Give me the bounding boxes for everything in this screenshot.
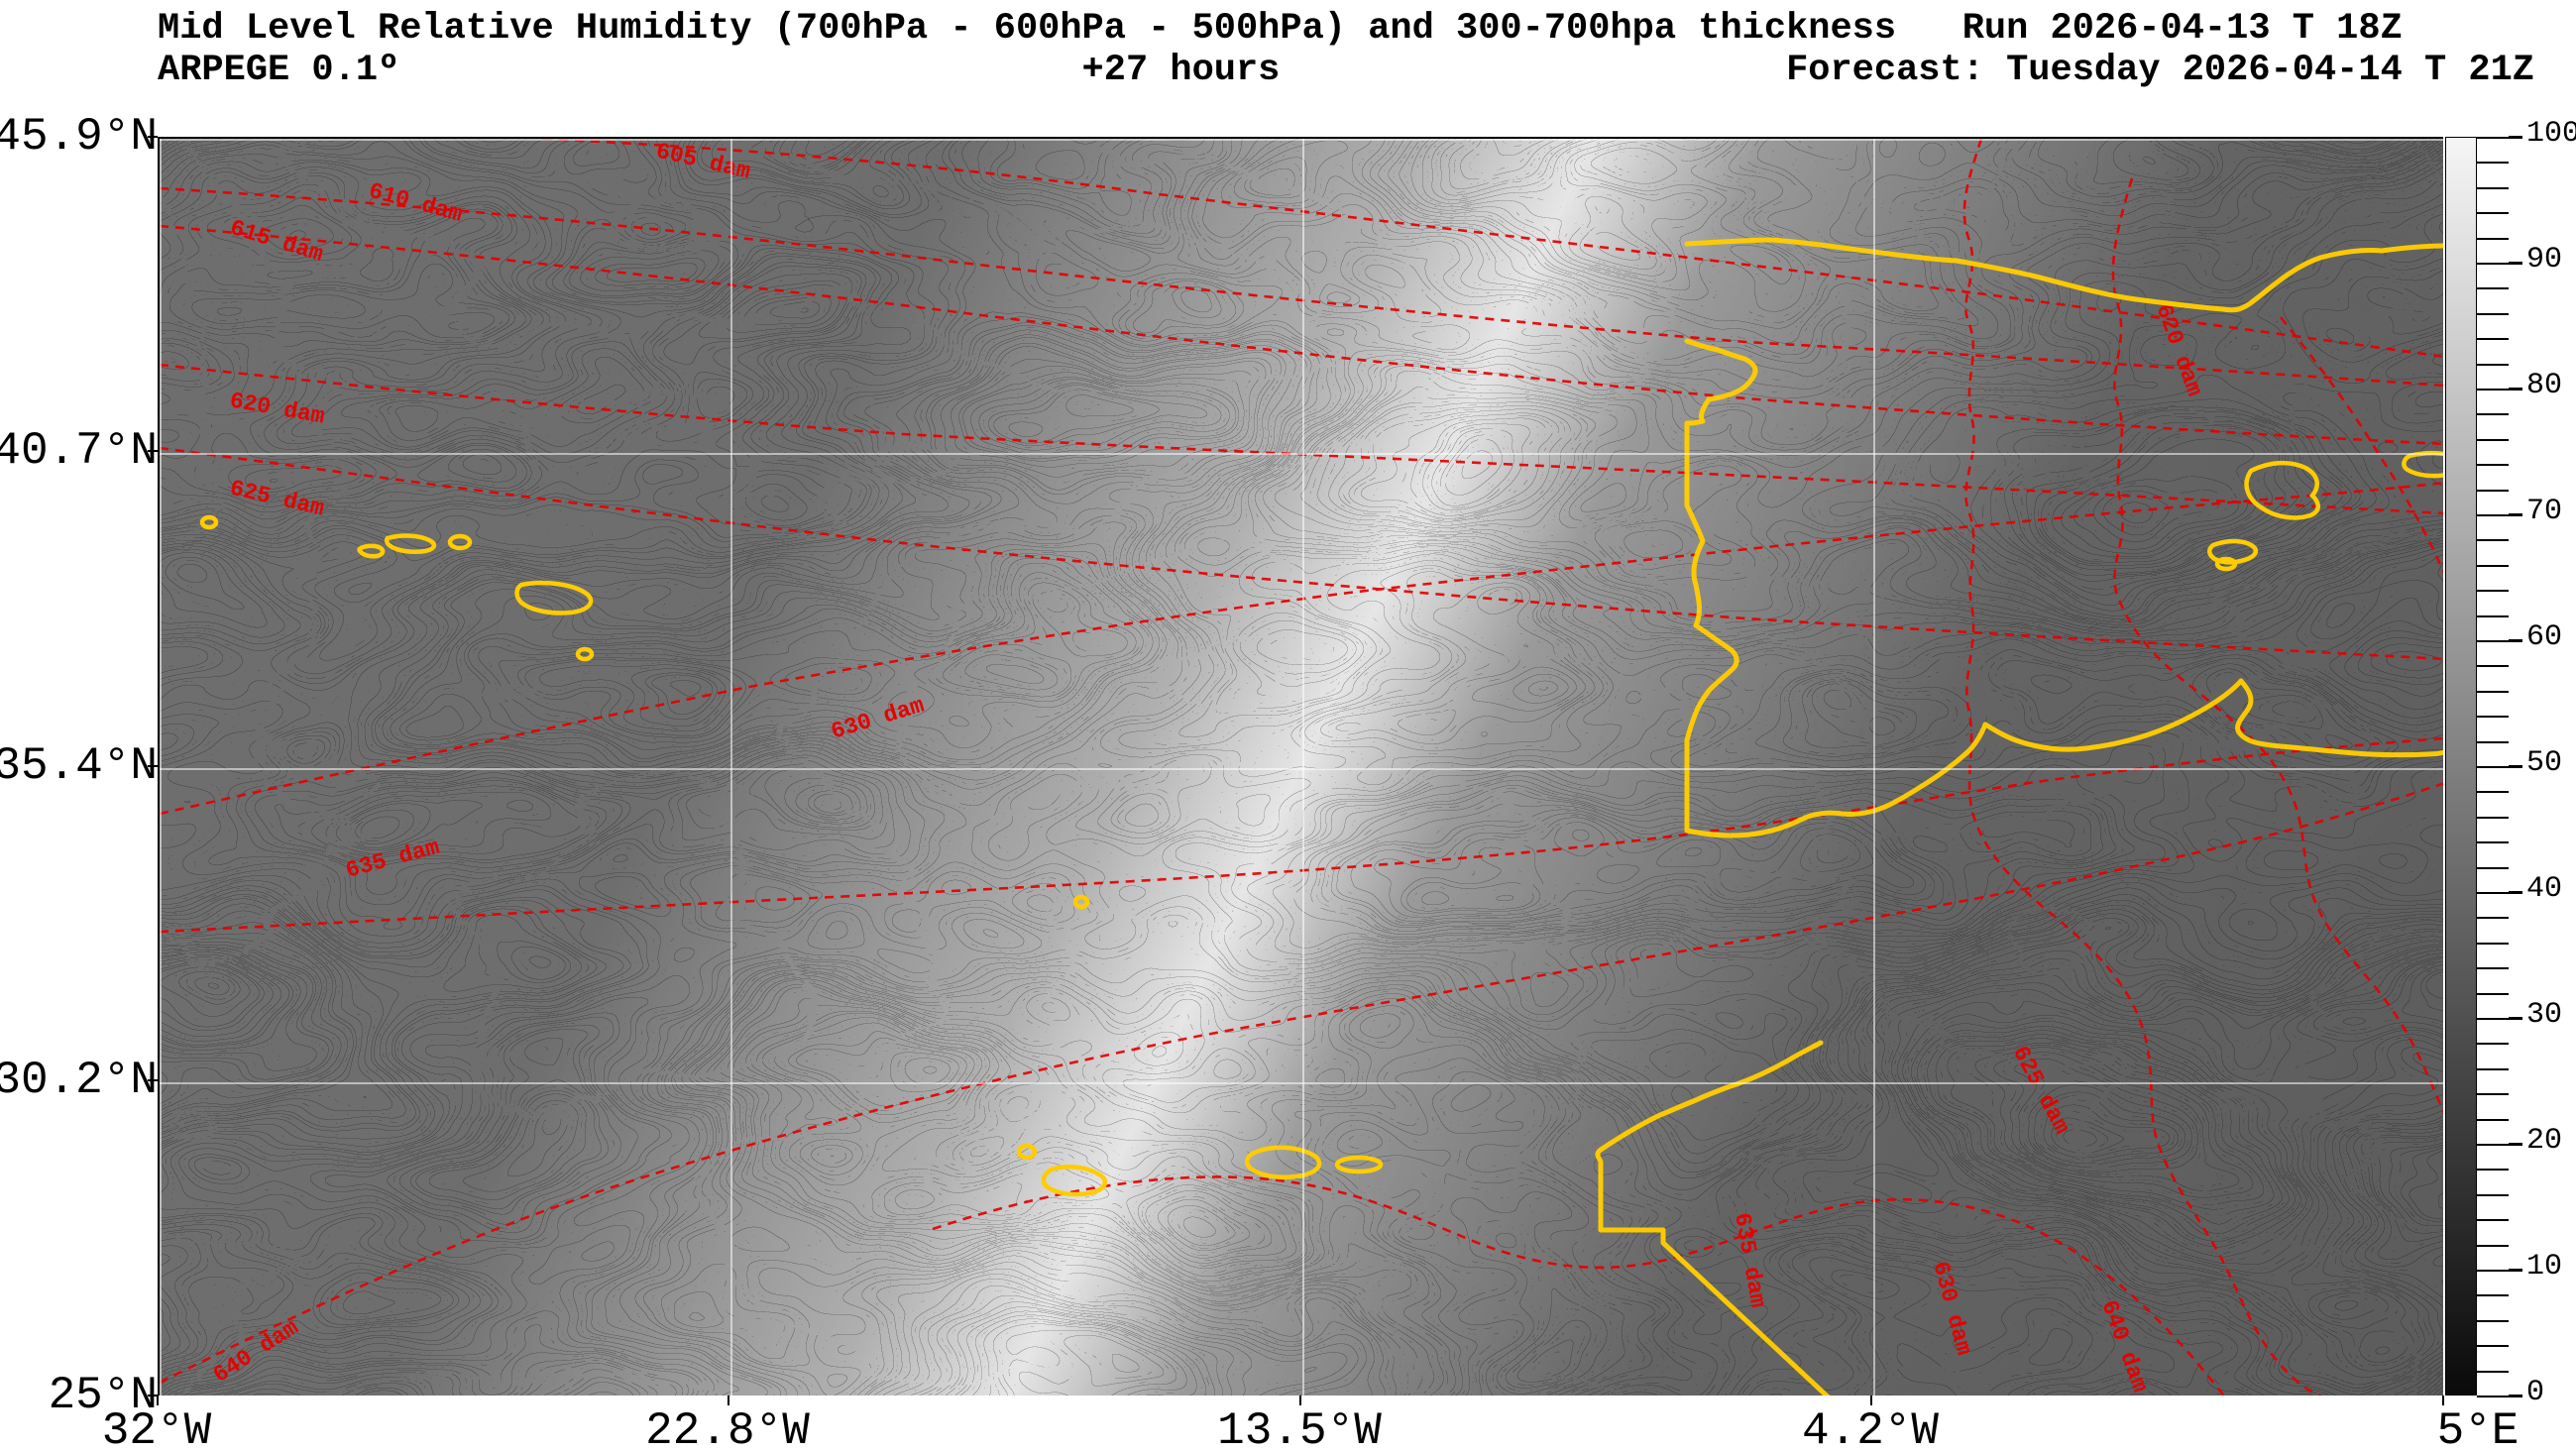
svg-text:625 dam: 625 dam [227,475,326,521]
svg-text:630 dam: 630 dam [1927,1259,1976,1358]
svg-text:615 dam: 615 dam [227,215,326,268]
svg-text:605 dam: 605 dam [653,139,752,185]
svg-text:635 dam: 635 dam [343,835,442,884]
svg-text:620 dam: 620 dam [2150,301,2206,400]
svg-text:635 dam: 635 dam [1729,1211,1770,1310]
svg-text:640 dam: 640 dam [2095,1297,2152,1396]
svg-text:630 dam: 630 dam [828,693,927,745]
svg-text:620 dam: 620 dam [228,388,327,429]
svg-text:625 dam: 625 dam [2007,1042,2074,1139]
svg-text:610 dam: 610 dam [366,178,465,228]
